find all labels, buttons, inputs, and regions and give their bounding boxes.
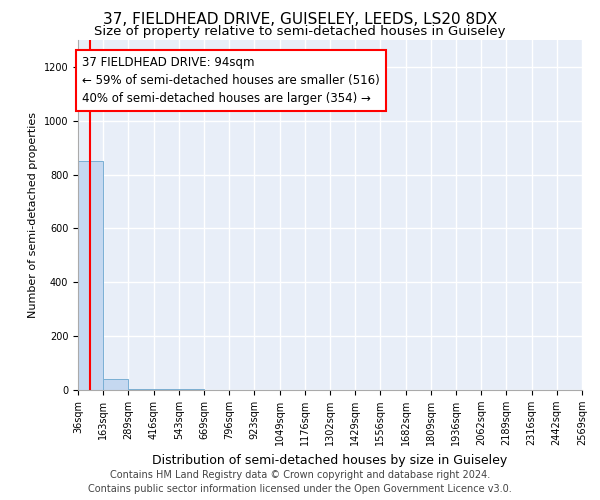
Y-axis label: Number of semi-detached properties: Number of semi-detached properties [28, 112, 38, 318]
Bar [103, 379, 128, 390]
Text: 37, FIELDHEAD DRIVE, GUISELEY, LEEDS, LS20 8DX: 37, FIELDHEAD DRIVE, GUISELEY, LEEDS, LS… [103, 12, 497, 28]
Bar [78, 161, 103, 390]
X-axis label: Distribution of semi-detached houses by size in Guiseley: Distribution of semi-detached houses by … [152, 454, 508, 466]
Text: Size of property relative to semi-detached houses in Guiseley: Size of property relative to semi-detach… [94, 25, 506, 38]
Text: Contains HM Land Registry data © Crown copyright and database right 2024.
Contai: Contains HM Land Registry data © Crown c… [88, 470, 512, 494]
Text: 37 FIELDHEAD DRIVE: 94sqm
← 59% of semi-detached houses are smaller (516)
40% of: 37 FIELDHEAD DRIVE: 94sqm ← 59% of semi-… [82, 56, 380, 105]
Bar [128, 388, 154, 390]
Bar [154, 389, 179, 390]
